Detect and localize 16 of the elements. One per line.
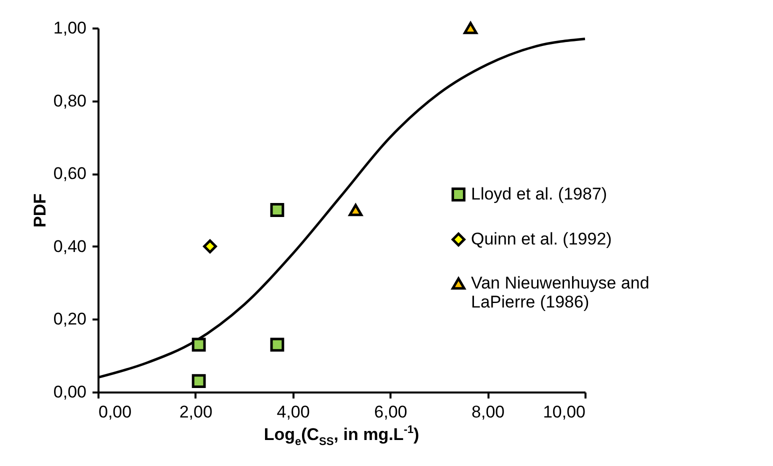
y-tick-label: 0,80 bbox=[53, 91, 86, 110]
legend-label: Van Nieuwenhuyse and LaPierre (1986) bbox=[471, 274, 650, 312]
x-tick-label: 8,00 bbox=[472, 402, 505, 422]
x-tick-label: 6,00 bbox=[374, 402, 408, 422]
y-tick-label: 1,00 bbox=[53, 18, 86, 38]
x-tick-label: 0,00 bbox=[98, 402, 132, 422]
x-tick-label: 2,00 bbox=[179, 402, 212, 422]
y-tick-label: 0,40 bbox=[53, 236, 86, 256]
y-axis-title: PDF bbox=[30, 194, 50, 228]
x-tick-label: 10,00 bbox=[542, 402, 586, 422]
y-tick-label: 0,60 bbox=[53, 164, 86, 184]
legend-label: Quinn et al. (1992) bbox=[471, 230, 612, 248]
y-tick-label: 0,00 bbox=[53, 382, 86, 402]
x-tick-label: 4,00 bbox=[276, 402, 310, 422]
y-tick-label: 0,20 bbox=[53, 310, 86, 329]
legend-label: Lloyd et al. (1987) bbox=[471, 184, 608, 204]
